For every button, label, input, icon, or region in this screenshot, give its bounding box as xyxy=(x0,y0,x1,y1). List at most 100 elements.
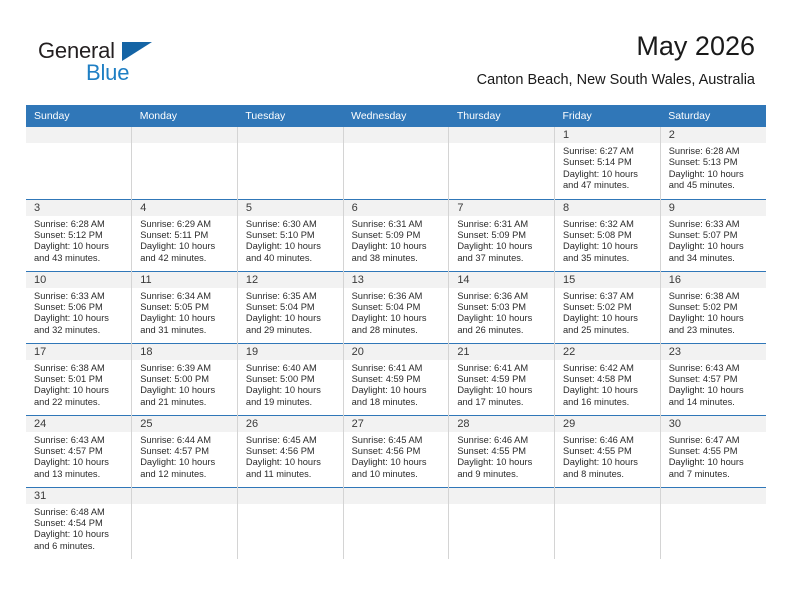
day-details: Sunrise: 6:33 AM Sunset: 5:06 PM Daylight:… xyxy=(26,288,131,337)
day-number: 13 xyxy=(343,271,449,288)
day-sunrise-text: Sunrise: 6:42 AM xyxy=(563,362,634,373)
day-daylight-line1-text: Daylight: 10 hours xyxy=(351,313,427,324)
weekday-header-sunday: Sunday xyxy=(26,105,132,127)
day-daylight-line1-text: Daylight: 10 hours xyxy=(563,457,638,468)
day-sunrise-text: Sunrise: 6:44 AM xyxy=(140,434,212,445)
calendar-cell-day[interactable]: 25 Sunrise: 6:44 AM Sunset: 4:57 PM Dayligh… xyxy=(131,414,238,487)
day-daylight-line1-text: Daylight: 10 hours xyxy=(668,313,744,324)
calendar-cell-day[interactable]: 27 Sunrise: 6:45 AM Sunset: 4:56 PM Dayligh… xyxy=(343,414,450,487)
day-number xyxy=(555,487,660,504)
calendar-cell-day[interactable]: 30 Sunrise: 6:47 AM Sunset: 4:55 PM Dayligh… xyxy=(660,414,766,487)
day-daylight-line2-text: and 40 minutes. xyxy=(245,252,313,263)
calendar-cell-day[interactable]: 7 Sunrise: 6:31 AM Sunset: 5:09 PM Daylight… xyxy=(448,198,556,271)
calendar-cell-day[interactable]: 11 Sunrise: 6:34 AM Sunset: 5:05 PM Dayligh… xyxy=(131,270,238,343)
calendar-cell-day[interactable]: 2 Sunrise: 6:28 AM Sunset: 5:13 PM Daylight… xyxy=(660,127,766,199)
day-number: 3 xyxy=(26,199,132,216)
day-sunrise-text: Sunrise: 6:41 AM xyxy=(351,362,423,373)
triangle-flag-icon xyxy=(122,42,152,61)
day-daylight-line2-text: and 43 minutes. xyxy=(34,252,101,263)
calendar-cell-day[interactable]: 12 Sunrise: 6:35 AM Sunset: 5:04 PM Dayligh… xyxy=(237,270,344,343)
day-sunset-text: Sunset: 5:04 PM xyxy=(351,301,421,312)
day-daylight-line2-text: and 9 minutes. xyxy=(457,468,519,479)
calendar-cell-day[interactable]: 8 Sunrise: 6:32 AM Sunset: 5:08 PM Daylight… xyxy=(554,198,661,271)
calendar-cell-day[interactable]: 17 Sunrise: 6:38 AM Sunset: 5:01 PM Dayligh… xyxy=(26,342,133,415)
calendar-cell-day[interactable]: 16 Sunrise: 6:38 AM Sunset: 5:02 PM Dayligh… xyxy=(660,270,766,343)
day-details: Sunrise: 6:46 AM Sunset: 4:55 PM Daylight:… xyxy=(555,432,660,481)
calendar-cell-day[interactable]: 3 Sunrise: 6:28 AM Sunset: 5:12 PM Daylight… xyxy=(26,198,133,271)
day-daylight-line1-text: Daylight: 10 hours xyxy=(351,385,427,396)
day-daylight-line2-text: and 16 minutes. xyxy=(563,396,630,407)
day-details: Sunrise: 6:29 AM Sunset: 5:11 PM Daylight:… xyxy=(132,216,237,265)
day-daylight-line1-text: Daylight: 10 hours xyxy=(34,241,109,252)
calendar-cell-day[interactable]: 29 Sunrise: 6:46 AM Sunset: 4:55 PM Dayligh… xyxy=(554,414,661,487)
calendar-cell-day[interactable]: 1 Sunrise: 6:27 AM Sunset: 5:14 PM Daylight… xyxy=(554,127,661,199)
calendar-cell-day[interactable]: 4 Sunrise: 6:29 AM Sunset: 5:11 PM Daylight… xyxy=(131,198,238,271)
day-number: 28 xyxy=(449,415,555,432)
day-daylight-line2-text: and 34 minutes. xyxy=(668,252,735,263)
calendar-cell-day[interactable]: 31 Sunrise: 6:48 AM Sunset: 4:54 PM Dayligh… xyxy=(26,486,133,559)
day-number: 25 xyxy=(132,415,237,432)
weekday-header-thursday: Thursday xyxy=(448,105,555,127)
day-number: 10 xyxy=(26,271,132,288)
day-sunrise-text: Sunrise: 6:39 AM xyxy=(140,362,212,373)
day-number: 9 xyxy=(660,199,766,216)
calendar-cell-day[interactable]: 5 Sunrise: 6:30 AM Sunset: 5:10 PM Daylight… xyxy=(237,198,344,271)
calendar-cell-day[interactable]: 26 Sunrise: 6:45 AM Sunset: 4:56 PM Dayligh… xyxy=(237,414,344,487)
day-details: Sunrise: 6:41 AM Sunset: 4:59 PM Daylight:… xyxy=(449,360,554,409)
day-daylight-line1-text: Daylight: 10 hours xyxy=(34,313,109,324)
day-details: Sunrise: 6:27 AM Sunset: 5:14 PM Daylight:… xyxy=(555,143,660,192)
day-sunrise-text: Sunrise: 6:37 AM xyxy=(563,290,634,301)
day-number xyxy=(237,487,343,504)
day-sunrise-text: Sunrise: 6:35 AM xyxy=(245,290,317,301)
calendar-cell-day[interactable]: 24 Sunrise: 6:43 AM Sunset: 4:57 PM Dayligh… xyxy=(26,414,133,487)
day-sunset-text: Sunset: 5:00 PM xyxy=(245,373,315,384)
calendar-cell-day[interactable]: 6 Sunrise: 6:31 AM Sunset: 5:09 PM Daylight… xyxy=(343,198,450,271)
calendar-table: Sunday Monday Tuesday Wednesday Thursday Frid… xyxy=(26,105,766,559)
calendar-week-row: 17 Sunrise: 6:38 AM Sunset: 5:01 PM Dayligh… xyxy=(26,342,766,415)
day-sunrise-text: Sunrise: 6:27 AM xyxy=(563,146,634,156)
day-details: Sunrise: 6:34 AM Sunset: 5:05 PM Daylight:… xyxy=(132,288,237,337)
day-details: Sunrise: 6:38 AM Sunset: 5:01 PM Daylight:… xyxy=(26,360,131,409)
day-sunset-text: Sunset: 5:12 PM xyxy=(34,229,103,240)
calendar-cell-day[interactable]: 21 Sunrise: 6:41 AM Sunset: 4:59 PM Dayligh… xyxy=(448,342,556,415)
day-sunset-text: Sunset: 4:57 PM xyxy=(34,445,103,456)
day-sunrise-text: Sunrise: 6:36 AM xyxy=(351,290,423,301)
calendar-cell-day[interactable]: 10 Sunrise: 6:33 AM Sunset: 5:06 PM Dayligh… xyxy=(26,270,133,343)
day-sunrise-text: Sunrise: 6:38 AM xyxy=(34,362,105,373)
day-number: 22 xyxy=(555,343,660,360)
day-daylight-line2-text: and 13 minutes. xyxy=(34,468,101,479)
day-number: 27 xyxy=(343,415,449,432)
day-daylight-line2-text: and 11 minutes. xyxy=(245,468,312,479)
day-number: 31 xyxy=(26,487,132,504)
day-sunset-text: Sunset: 5:03 PM xyxy=(457,301,527,312)
calendar-cell-day[interactable]: 22 Sunrise: 6:42 AM Sunset: 4:58 PM Dayligh… xyxy=(554,342,661,415)
weekday-header-tuesday: Tuesday xyxy=(237,105,344,127)
day-daylight-line1-text: Daylight: 10 hours xyxy=(245,313,321,324)
day-sunset-text: Sunset: 5:01 PM xyxy=(34,373,103,384)
calendar-cell-day[interactable]: 20 Sunrise: 6:41 AM Sunset: 4:59 PM Dayligh… xyxy=(343,342,450,415)
calendar-cell-day[interactable]: 28 Sunrise: 6:46 AM Sunset: 4:55 PM Dayligh… xyxy=(448,414,556,487)
day-sunrise-text: Sunrise: 6:33 AM xyxy=(34,290,105,301)
day-sunset-text: Sunset: 5:13 PM xyxy=(668,157,738,168)
calendar-cell-day[interactable]: 19 Sunrise: 6:40 AM Sunset: 5:00 PM Dayligh… xyxy=(237,342,344,415)
day-daylight-line1-text: Daylight: 10 hours xyxy=(351,457,427,468)
calendar-cell-day[interactable]: 18 Sunrise: 6:39 AM Sunset: 5:00 PM Dayligh… xyxy=(131,342,238,415)
calendar-cell-day[interactable]: 14 Sunrise: 6:36 AM Sunset: 5:03 PM Dayligh… xyxy=(448,270,556,343)
day-sunset-text: Sunset: 5:05 PM xyxy=(140,301,209,312)
day-sunset-text: Sunset: 4:59 PM xyxy=(457,373,527,384)
day-daylight-line1-text: Daylight: 10 hours xyxy=(140,457,216,468)
day-number xyxy=(343,487,449,504)
calendar-cell-day[interactable]: 9 Sunrise: 6:33 AM Sunset: 5:07 PM Daylight… xyxy=(660,198,766,271)
day-number xyxy=(26,127,132,143)
day-sunset-text: Sunset: 4:59 PM xyxy=(351,373,421,384)
brand-logo[interactable]: General Blue xyxy=(38,38,168,90)
day-number: 18 xyxy=(132,343,237,360)
day-daylight-line2-text: and 29 minutes. xyxy=(245,324,313,335)
calendar-cell-day[interactable]: 13 Sunrise: 6:36 AM Sunset: 5:04 PM Dayligh… xyxy=(343,270,450,343)
calendar-cell-empty xyxy=(660,486,766,559)
calendar-cell-day[interactable]: 23 Sunrise: 6:43 AM Sunset: 4:57 PM Dayligh… xyxy=(660,342,766,415)
day-sunrise-text: Sunrise: 6:36 AM xyxy=(457,290,529,301)
day-daylight-line1-text: Daylight: 10 hours xyxy=(140,385,216,396)
calendar-cell-day[interactable]: 15 Sunrise: 6:37 AM Sunset: 5:02 PM Dayligh… xyxy=(554,270,661,343)
day-sunrise-text: Sunrise: 6:43 AM xyxy=(34,434,105,445)
